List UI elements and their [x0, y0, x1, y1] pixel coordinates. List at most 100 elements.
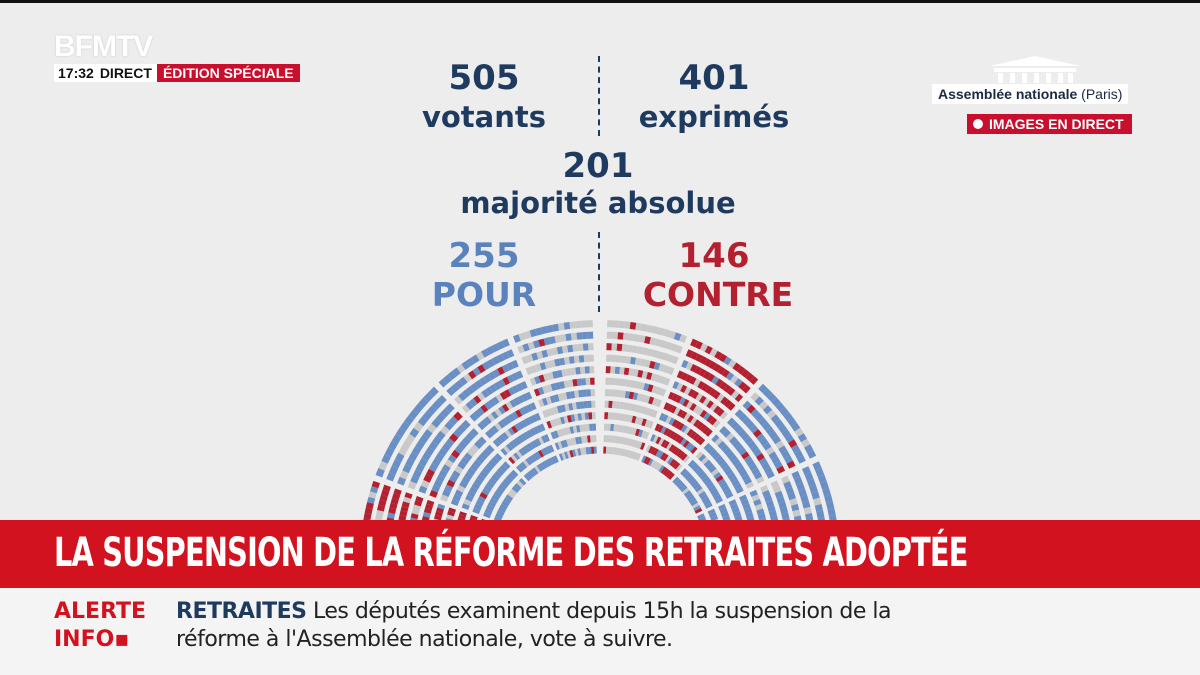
votants-label: votants: [421, 100, 547, 134]
seat-segment: [532, 452, 540, 461]
seat-segment: [638, 417, 644, 426]
seat-segment: [781, 512, 790, 520]
seat-segment: [563, 321, 571, 330]
seat-segment: [746, 420, 755, 430]
seat-segment: [576, 378, 582, 386]
seat-segment: [771, 456, 781, 465]
seat-segment: [538, 399, 545, 408]
seat-segment: [659, 375, 666, 385]
seat-segment: [525, 366, 533, 375]
seat-segment: [476, 351, 485, 361]
seat-segment: [454, 380, 464, 390]
seat-segment: [801, 466, 811, 475]
seat-segment: [545, 396, 552, 405]
seat-segment: [655, 399, 662, 408]
seat-segment: [549, 395, 556, 404]
seat-segment: [624, 414, 630, 422]
seat-segment: [737, 428, 747, 438]
seat-segment: [411, 508, 420, 515]
seat-segment: [703, 499, 712, 506]
seat-segment: [775, 440, 785, 450]
divider: [598, 232, 600, 312]
seat-segment: [622, 332, 630, 341]
seat-segment: [734, 409, 744, 418]
seat-segment: [563, 439, 569, 448]
seat-segment: [674, 478, 682, 486]
seat-segment: [697, 470, 706, 478]
seat-segment: [719, 481, 728, 489]
seat-segment: [749, 489, 758, 498]
seat-segment: [717, 478, 726, 486]
seat-segment: [800, 494, 809, 503]
seat-segment: [363, 512, 372, 520]
seat-segment: [546, 420, 553, 429]
seat-segment: [542, 385, 549, 394]
seat-segment: [643, 456, 649, 464]
majorite-count: 201: [562, 146, 634, 186]
seat-segment: [546, 458, 552, 467]
status-strip: 17:32 DIRECT ÉDITION SPÉCIALE: [54, 64, 300, 82]
seat-segment: [825, 501, 835, 510]
seat-segment: [643, 383, 650, 392]
seat-segment: [757, 513, 766, 520]
seat-segment: [402, 464, 412, 474]
seat-segment: [501, 364, 510, 373]
seat-segment: [637, 369, 644, 378]
seat-segment: [709, 487, 718, 495]
seat-segment: [754, 396, 764, 406]
seat-segment: [670, 343, 678, 352]
seat-segment: [622, 425, 628, 434]
seat-segment: [666, 471, 673, 479]
seat-segment: [567, 379, 574, 388]
seat-segment: [682, 470, 690, 478]
seat-segment: [470, 444, 480, 453]
seat-segment: [463, 452, 473, 461]
seat-segment: [491, 343, 500, 353]
seat-segment: [408, 409, 419, 420]
seat-segment: [646, 348, 654, 357]
seat-segment: [717, 440, 726, 449]
seat-segment: [388, 507, 397, 515]
seat-segment: [390, 497, 399, 505]
seat-segment: [717, 366, 726, 375]
seat-segment: [706, 462, 715, 471]
seat-segment: [420, 479, 430, 489]
seat-segment: [395, 427, 406, 438]
seat-segment: [509, 399, 517, 408]
seat-segment: [473, 395, 482, 404]
seat-segment: [422, 428, 433, 439]
seat-segment: [491, 456, 500, 465]
seat-segment: [719, 507, 728, 514]
seat-segment: [715, 497, 723, 504]
seat-segment: [568, 356, 575, 364]
seat-segment: [662, 328, 671, 338]
seat-segment: [508, 441, 516, 450]
seat-segment: [530, 468, 537, 477]
seat-segment: [436, 474, 446, 483]
seat-segment: [756, 453, 765, 462]
seat-segment: [807, 449, 817, 459]
seat-segment: [716, 408, 725, 417]
seat-segment: [711, 434, 720, 443]
seat-segment: [626, 379, 633, 388]
seat-segment: [723, 447, 732, 456]
seat-segment: [544, 360, 552, 369]
seat-segment: [511, 411, 519, 420]
seat-segment: [641, 455, 647, 463]
seat-segment: [446, 514, 454, 520]
seat-segment: [412, 469, 422, 479]
seat-segment: [768, 510, 777, 518]
seat-segment: [559, 334, 567, 342]
seat-segment: [576, 425, 581, 433]
seat-segment: [685, 492, 694, 499]
seat-segment: [487, 398, 496, 408]
seat-segment: [572, 425, 578, 434]
seat-segment: [787, 417, 797, 427]
seat-segment: [515, 450, 523, 459]
contre-label: CONTRE: [642, 275, 794, 314]
seat-segment: [554, 442, 560, 451]
seat-segment: [530, 402, 537, 411]
seat-segment: [709, 417, 718, 426]
ticker-text: RETRAITES Les députés examinent depuis 1…: [176, 599, 892, 652]
seat-segment: [522, 405, 530, 414]
